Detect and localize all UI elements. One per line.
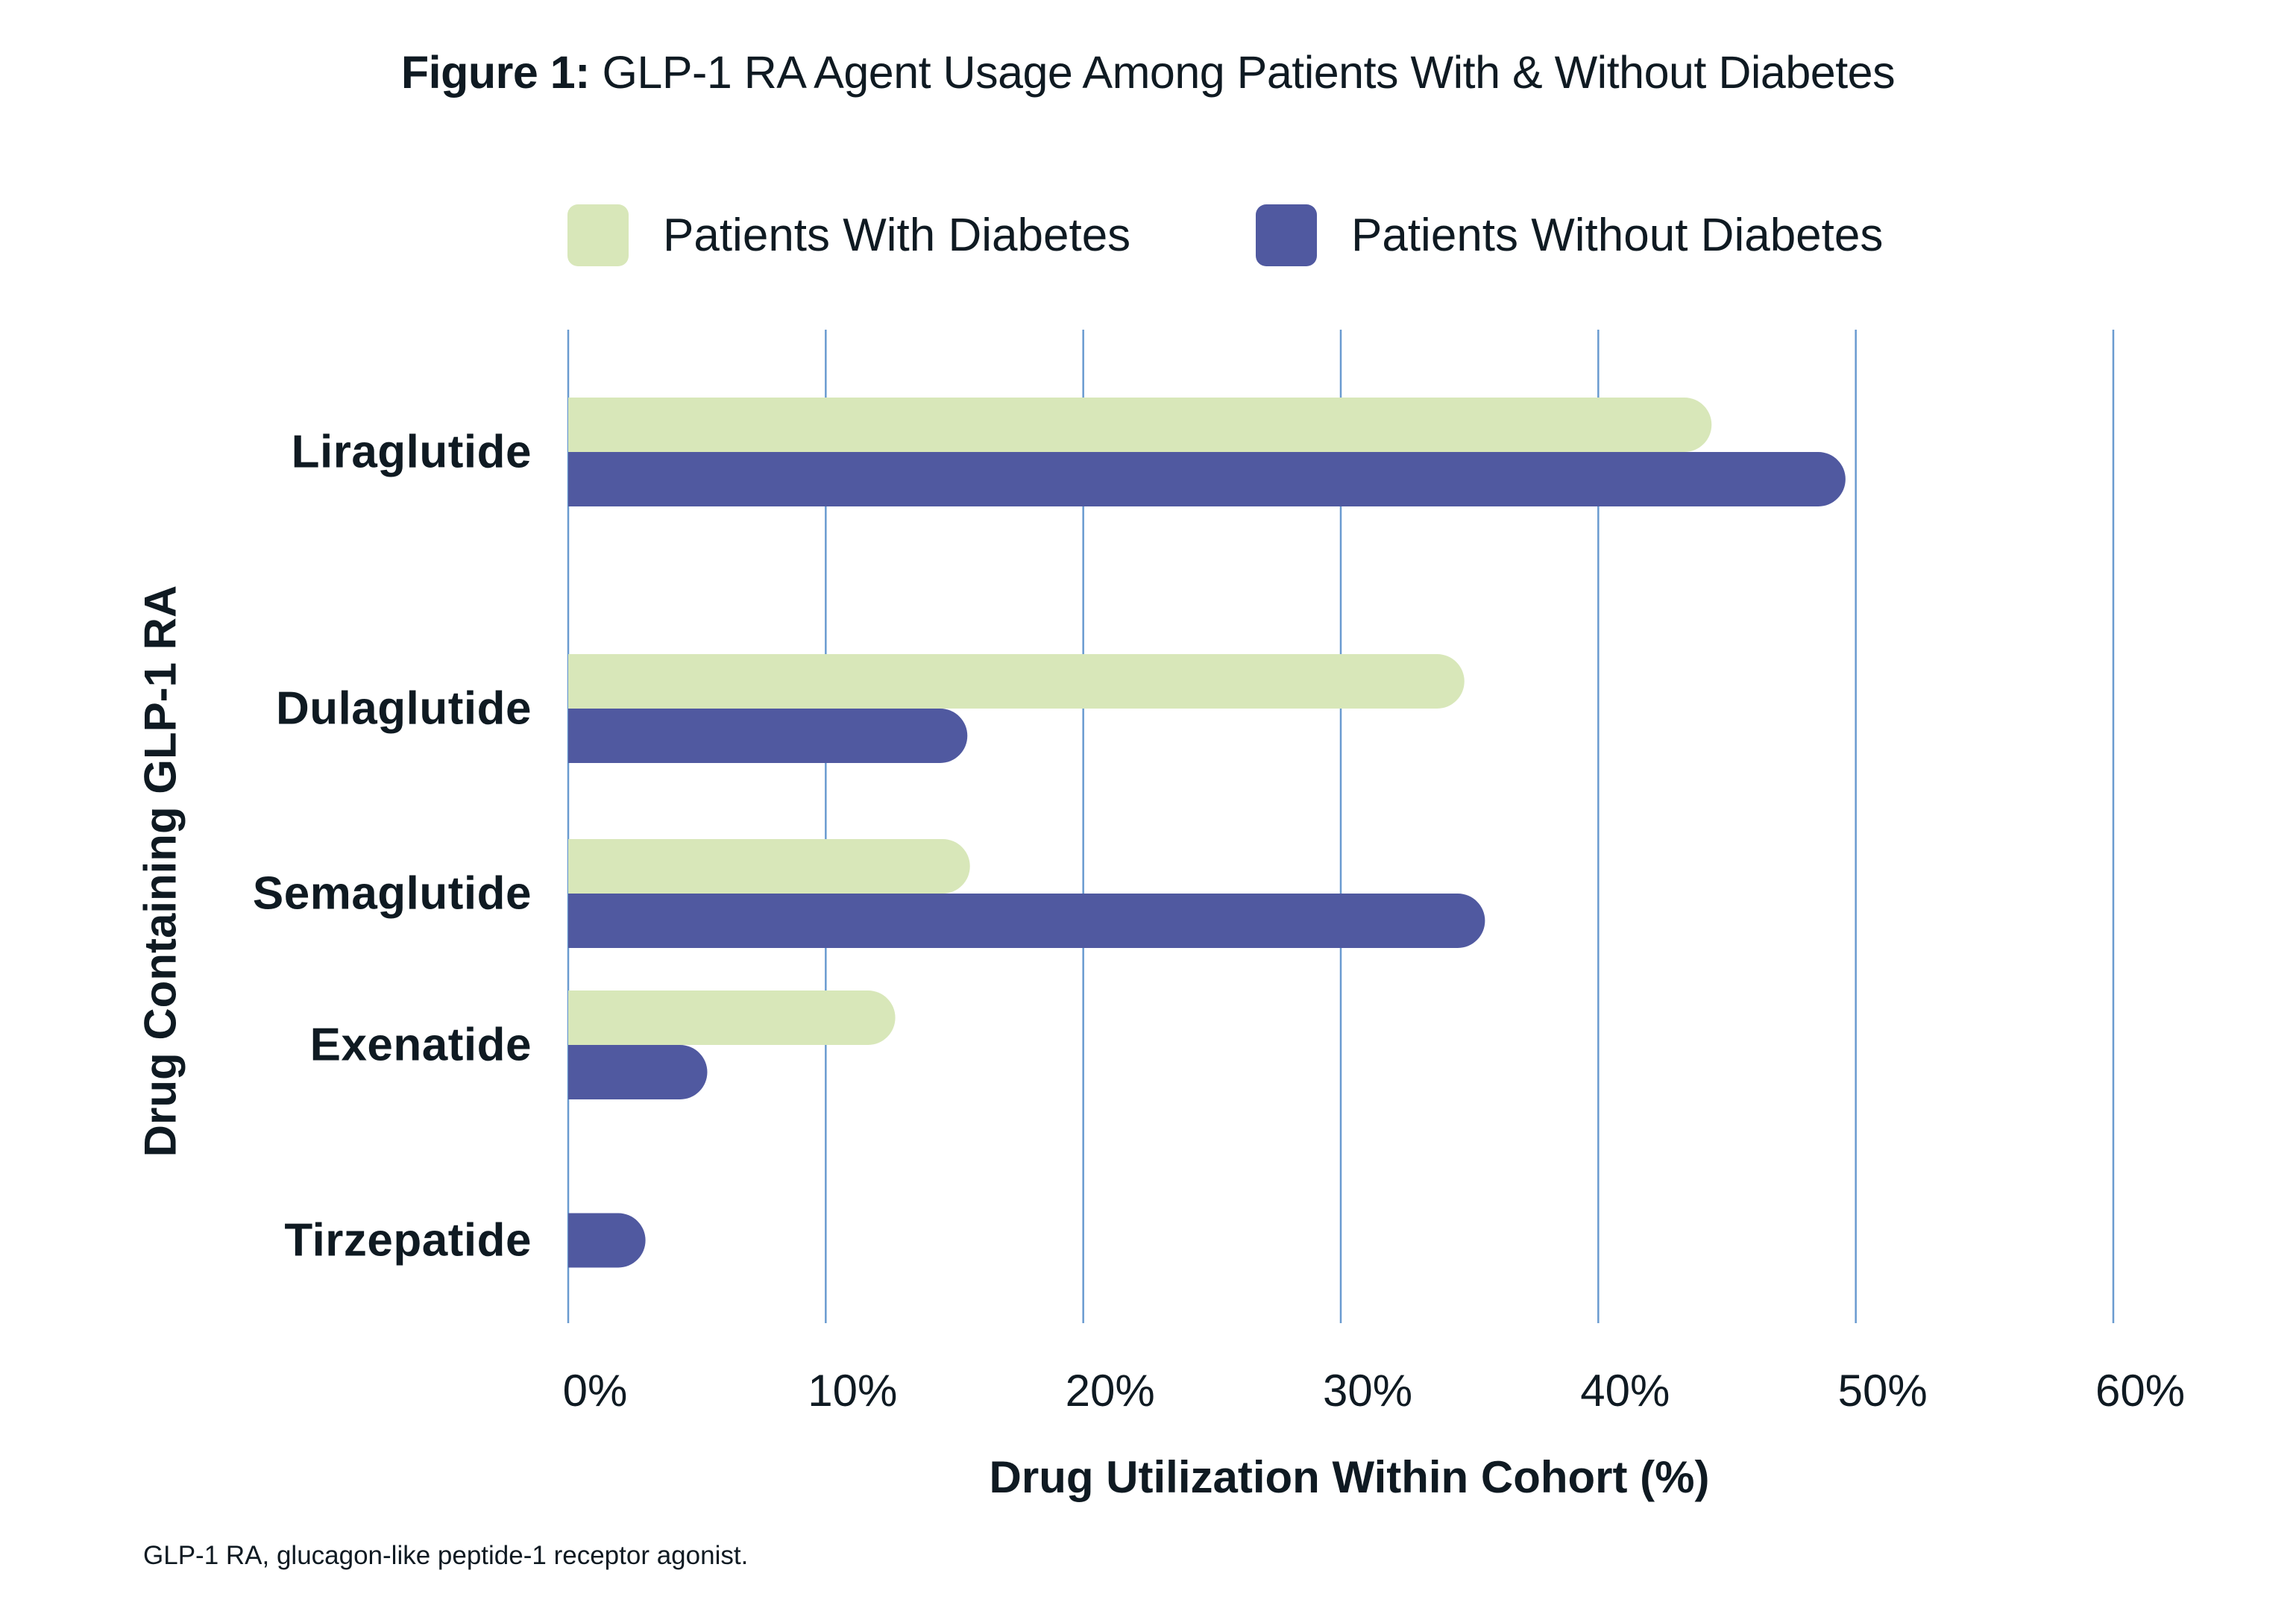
- bar-dulaglutide-with-diabetes: [568, 654, 1465, 709]
- x-tick-label: 30%: [1322, 1366, 1413, 1416]
- category-label-tirzepatide: Tirzepatide: [284, 1214, 532, 1266]
- figure-title-text: GLP-1 RA Agent Usage Among Patients With…: [602, 47, 1896, 98]
- x-tick-label: 50%: [1837, 1366, 1928, 1416]
- legend-item-with-diabetes: Patients With Diabetes: [567, 204, 1130, 266]
- x-tick-label: 60%: [2095, 1366, 2186, 1416]
- bar-tirzepatide-without-diabetes: [568, 1213, 646, 1268]
- footnote: GLP-1 RA, glucagon-like peptide-1 recept…: [143, 1541, 749, 1570]
- x-axis-title: Drug Utilization Within Cohort (%): [989, 1452, 1710, 1502]
- category-label-liraglutide: Liraglutide: [291, 426, 532, 478]
- category-label-exenatide: Exenatide: [309, 1019, 532, 1071]
- bars: [568, 398, 1846, 1268]
- legend-swatch-without-diabetes: [1256, 204, 1317, 266]
- category-label-semaglutide: Semaglutide: [252, 867, 532, 920]
- legend-swatch-with-diabetes: [567, 204, 629, 266]
- figure-number: Figure 1:: [400, 47, 591, 98]
- bar-liraglutide-without-diabetes: [568, 452, 1846, 506]
- bar-semaglutide-without-diabetes: [568, 894, 1485, 948]
- x-tick-label: 10%: [808, 1366, 898, 1416]
- bar-semaglutide-with-diabetes: [568, 839, 970, 894]
- x-tick-label: 0%: [562, 1366, 628, 1416]
- x-tick-label: 20%: [1065, 1366, 1155, 1416]
- category-label-dulaglutide: Dulaglutide: [275, 682, 532, 735]
- bar-liraglutide-with-diabetes: [568, 398, 1712, 452]
- y-axis-title: Drug Containing GLP-1 RA: [135, 585, 186, 1158]
- legend-label-without-diabetes: Patients Without Diabetes: [1351, 209, 1884, 261]
- legend-label-with-diabetes: Patients With Diabetes: [663, 209, 1131, 261]
- bar-exenatide-without-diabetes: [568, 1045, 708, 1099]
- chart-title: Figure 1: GLP-1 RA Agent Usage Among Pat…: [0, 46, 2296, 98]
- x-tick-label: 40%: [1580, 1366, 1670, 1416]
- bar-dulaglutide-without-diabetes: [568, 709, 968, 763]
- bar-exenatide-with-diabetes: [568, 990, 896, 1045]
- legend-item-without-diabetes: Patients Without Diabetes: [1256, 204, 1883, 266]
